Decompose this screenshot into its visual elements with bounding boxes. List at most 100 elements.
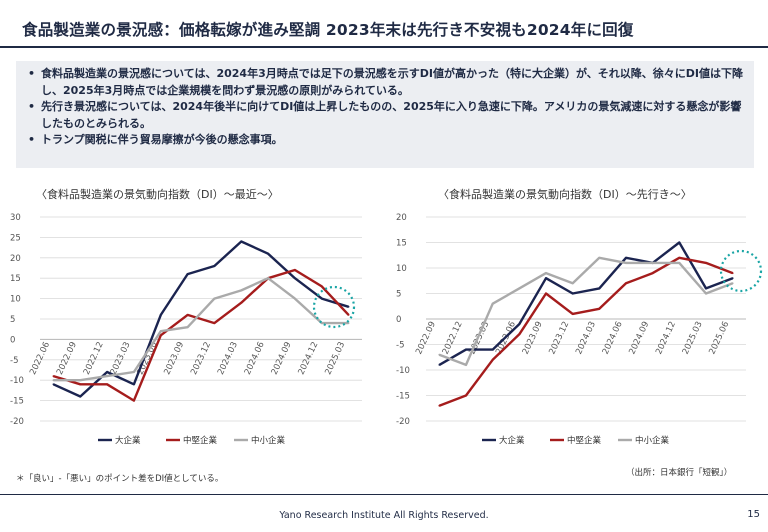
x-tick-label: 2022.06 — [28, 340, 52, 376]
summary-box: 食料品製造業の景況感については、2024年3月時点では足下の景況感を示すDI値が… — [16, 61, 754, 168]
data-point — [438, 404, 441, 407]
data-point — [465, 364, 467, 366]
legend-label: 大企業 — [115, 435, 141, 446]
data-point — [347, 305, 350, 308]
legend-label: 中小企業 — [635, 435, 670, 446]
data-point — [598, 256, 601, 259]
y-tick-label: 25 — [10, 233, 21, 243]
data-point — [571, 313, 574, 315]
y-tick-label: -15 — [10, 397, 24, 407]
data-point — [518, 323, 521, 325]
data-point — [159, 314, 162, 316]
data-point — [438, 353, 441, 356]
data-point — [133, 371, 135, 373]
summary-list: 食料品製造業の景況感については、2024年3月時点では足下の景況感を示すDI値が… — [26, 66, 744, 149]
footnote: ＊「良い」-「悪い」のポイント差をDI値としている。 — [16, 474, 224, 484]
y-tick-label: 20 — [396, 213, 407, 223]
x-tick-label: 2024.12 — [654, 320, 678, 356]
data-point — [491, 348, 494, 351]
data-point — [52, 375, 55, 378]
data-point — [731, 277, 734, 280]
summary-bullet: 先行き景況感については、2024年後半に向けてDI値は上昇したものの、2025年… — [26, 99, 744, 132]
data-point — [240, 240, 243, 243]
x-tick-label: 2023.12 — [189, 340, 213, 376]
series-line — [438, 241, 734, 366]
y-tick-label: 20 — [10, 254, 21, 264]
data-point — [545, 292, 547, 295]
y-tick-label: -20 — [10, 417, 24, 427]
data-point — [186, 314, 189, 316]
data-point — [106, 375, 108, 378]
y-tick-label: -5 — [396, 341, 404, 351]
data-point — [705, 292, 707, 295]
data-point — [491, 302, 494, 305]
highlight-circle — [719, 249, 763, 293]
x-tick-label: 2024.12 — [297, 340, 321, 376]
data-point — [651, 272, 654, 274]
data-point — [320, 285, 323, 288]
data-point — [106, 383, 108, 386]
data-point — [545, 277, 547, 280]
y-tick-label: 5 — [10, 315, 15, 325]
x-tick-label: 2024.09 — [627, 320, 651, 356]
data-point — [465, 394, 467, 397]
page-title: 食品製造業の景況感：価格転嫁が進み堅調 2023年末は先行き不安視も2024年に… — [22, 21, 634, 39]
summary-bullet: 食料品製造業の景況感については、2024年3月時点では足下の景況感を示すDI値が… — [26, 66, 744, 99]
y-tick-label: -15 — [396, 392, 410, 402]
x-tick-label: 2022.12 — [82, 340, 106, 376]
data-point — [52, 383, 55, 386]
chart-title-recent: 〈食料品製造業の景気動向指数（DI）～最近～〉 — [36, 188, 279, 201]
footer-divider — [0, 494, 768, 495]
x-tick-label: 2025.03 — [323, 340, 347, 376]
data-point — [438, 364, 441, 366]
data-point — [320, 322, 323, 324]
legend-label: 大企業 — [499, 435, 525, 446]
data-point — [133, 399, 135, 402]
y-tick-label: -10 — [10, 376, 24, 386]
summary-bullet: トランプ関税に伴う貿易摩擦が今後の懸念事項。 — [26, 132, 744, 149]
page-number: 15 — [747, 509, 760, 520]
data-point — [651, 262, 654, 264]
y-tick-label: 0 — [10, 335, 15, 345]
y-tick-label: 15 — [396, 239, 407, 249]
y-tick-label: 10 — [10, 295, 21, 305]
series-line — [53, 276, 349, 382]
y-tick-label: -20 — [396, 417, 410, 427]
highlight-circle — [312, 285, 356, 329]
data-point — [133, 383, 135, 386]
x-tick-label: 2023.12 — [547, 320, 571, 356]
data-point — [240, 301, 243, 304]
series-line — [438, 256, 734, 407]
data-point — [705, 287, 707, 290]
data-point — [731, 272, 734, 274]
data-point — [240, 289, 243, 292]
title-divider — [0, 46, 768, 48]
y-tick-label: 10 — [396, 264, 407, 274]
x-tick-label: 2022.12 — [441, 320, 465, 356]
x-tick-label: 2024.06 — [601, 320, 625, 356]
legend-label: 中小企業 — [251, 435, 286, 446]
data-point — [518, 333, 521, 336]
x-tick-label: 2023.03 — [109, 340, 133, 376]
data-point — [678, 262, 681, 264]
data-point — [159, 330, 162, 333]
data-point — [465, 348, 467, 351]
data-point — [625, 282, 627, 285]
copyright-footer: Yano Research Institute All Rights Reser… — [279, 510, 489, 521]
data-point — [186, 326, 189, 329]
data-point — [598, 287, 601, 290]
data-point — [678, 241, 681, 244]
series-line — [53, 268, 350, 402]
data-point — [545, 272, 547, 274]
data-point — [571, 292, 574, 295]
data-point — [79, 379, 82, 382]
data-point — [705, 262, 707, 264]
data-point — [294, 269, 296, 271]
data-point — [625, 262, 627, 264]
y-tick-label: -10 — [396, 366, 410, 376]
x-tick-label: 2025.06 — [707, 320, 731, 356]
data-point — [731, 282, 734, 285]
data-point — [213, 322, 216, 324]
